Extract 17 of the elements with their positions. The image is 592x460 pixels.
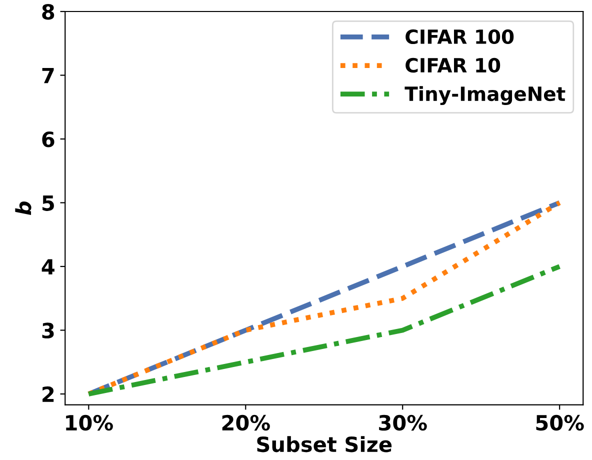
x-axis-title: Subset Size: [257, 436, 392, 452]
y-tick-label: 8: [42, 4, 54, 20]
y-axis-title: b: [15, 202, 32, 215]
y-tick-label: 5: [42, 195, 54, 211]
x-tick-label: 10%: [66, 414, 113, 431]
x-tick-label: 50%: [536, 414, 584, 431]
legend-label: CIFAR 10: [406, 58, 500, 73]
y-tick-label: 7: [42, 68, 54, 84]
y-tick-label: 4: [42, 259, 54, 274]
y-tick-label: 6: [42, 131, 54, 148]
x-tick-label: 30%: [379, 414, 427, 431]
y-tick-label: 2: [42, 386, 54, 402]
y-tick-label: 3: [42, 322, 54, 338]
legend-label: Tiny-ImageNet: [404, 86, 566, 106]
x-tick-label: 20%: [222, 414, 270, 431]
legend-label: CIFAR 100: [406, 29, 514, 44]
line-series: [86, 264, 562, 396]
